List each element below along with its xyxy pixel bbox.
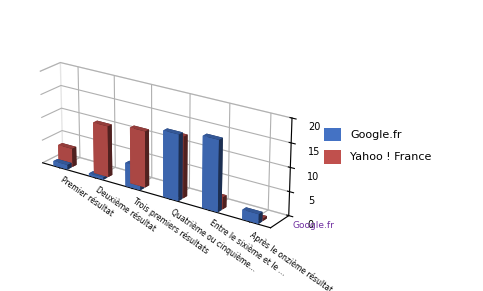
Legend: Google.fr, Yahoo ! France: Google.fr, Yahoo ! France [325,127,431,164]
